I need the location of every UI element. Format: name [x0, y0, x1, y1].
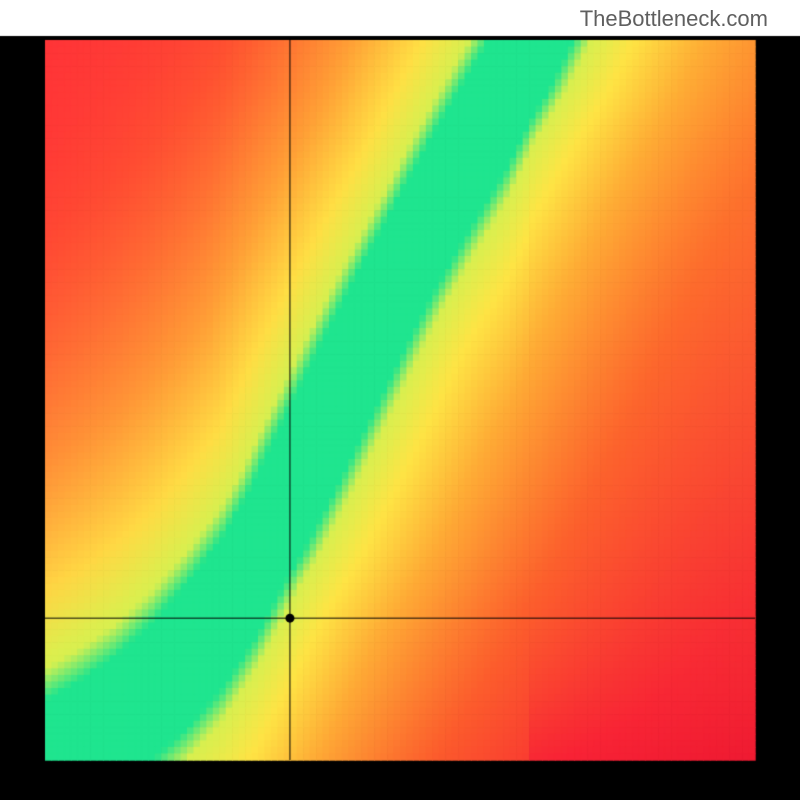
heatmap-canvas	[0, 0, 800, 800]
chart-container: TheBottleneck.com	[0, 0, 800, 800]
attribution-text: TheBottleneck.com	[580, 6, 768, 32]
